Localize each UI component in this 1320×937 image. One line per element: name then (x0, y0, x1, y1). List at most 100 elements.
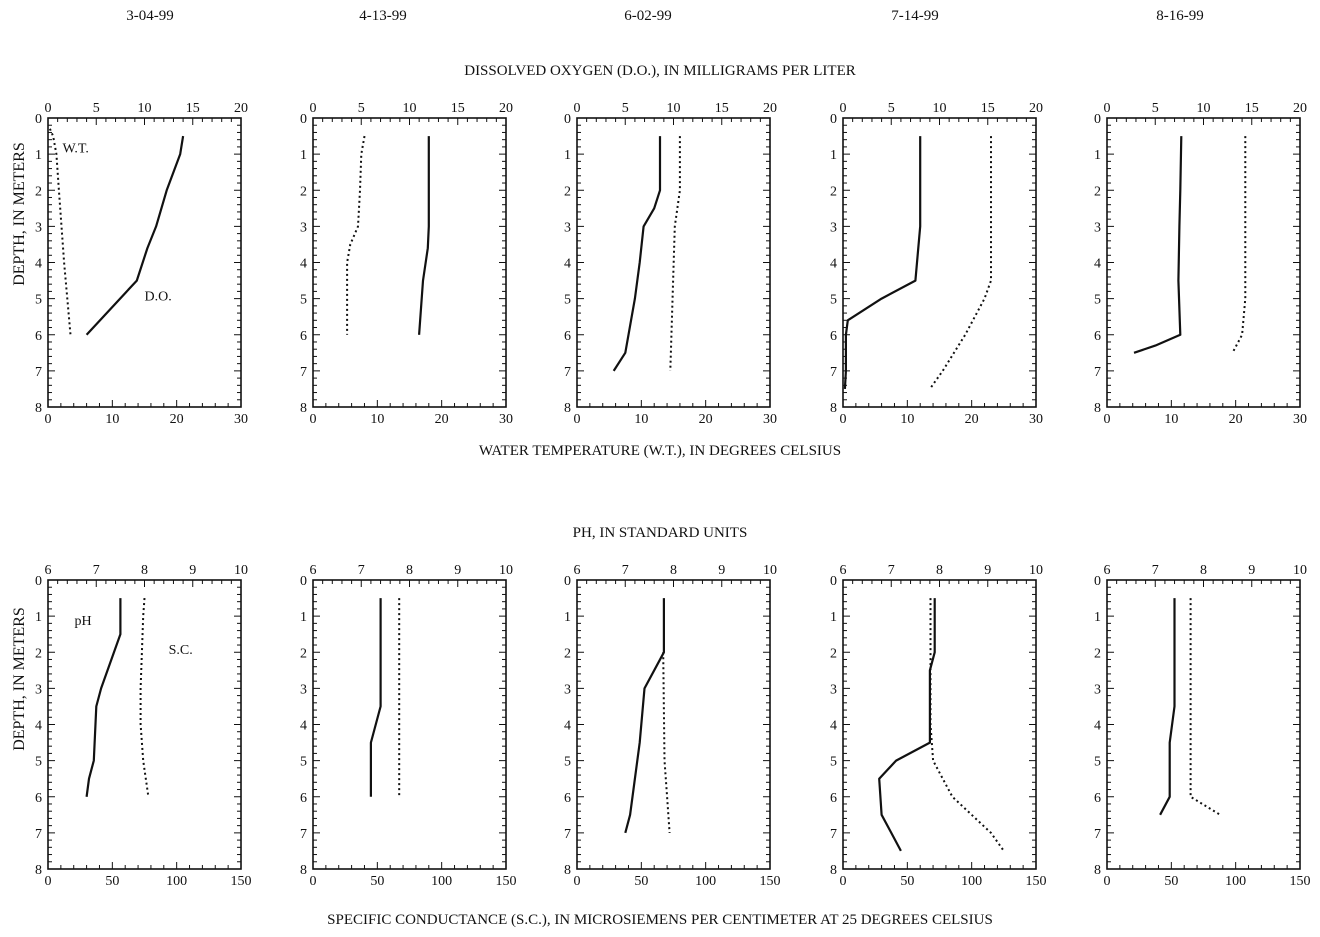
top-axis-tick-label: 10 (1029, 563, 1043, 578)
depth-tick-label: 7 (830, 827, 837, 842)
depth-tick-label: 4 (300, 257, 307, 272)
top-axis-tick-label: 5 (888, 101, 895, 116)
water-temperature-line (929, 136, 992, 390)
depth-tick-label: 4 (1094, 257, 1101, 272)
bottom-axis-tick-label: 0 (1104, 874, 1111, 889)
water-temperature-line (346, 135, 366, 335)
plot-frame (312, 579, 507, 870)
depth-tick-label: 6 (300, 791, 307, 806)
top-axis-tick-label: 15 (981, 101, 995, 116)
top-axis-tick-label: 15 (1245, 101, 1259, 116)
top-axis-tick-label: 15 (451, 101, 465, 116)
depth-tick-label: 8 (1094, 863, 1101, 878)
bottom-axis-tick-label: 30 (763, 412, 777, 427)
depth-tick-label: 8 (830, 401, 837, 416)
top-axis-tick-label: 7 (888, 563, 895, 578)
depth-tick-label: 5 (564, 293, 571, 308)
plot-frame (842, 579, 1037, 870)
depth-tick-label: 8 (35, 863, 42, 878)
depth-tick-label: 6 (830, 791, 837, 806)
bottom-axis-tick-label: 0 (45, 412, 52, 427)
depth-tick-label: 4 (35, 257, 42, 272)
specific-conductance-line (662, 652, 671, 833)
bottom-axis-tick-label: 0 (310, 412, 317, 427)
top-axis-tick-label: 10 (499, 563, 513, 578)
date-header: 8-16-99 (1156, 8, 1204, 24)
depth-tick-label: 3 (1094, 220, 1101, 235)
bottom-axis-tick-label: 30 (499, 412, 513, 427)
depth-tick-label: 1 (1094, 148, 1101, 163)
dissolved-oxygen-line (418, 136, 430, 335)
depth-tick-label: 1 (564, 610, 571, 625)
bottom-axis-tick-label: 150 (496, 874, 517, 889)
series-annotation: S.C. (169, 643, 193, 658)
sc-axis-title: SPECIFIC CONDUCTANCE (S.C.), IN MICROSIE… (327, 912, 993, 928)
depth-tick-label: 1 (564, 148, 571, 163)
bottom-axis-tick-label: 150 (231, 874, 252, 889)
bottom-axis-tick-label: 30 (234, 412, 248, 427)
depth-tick-label: 4 (830, 719, 837, 734)
top-axis-tick-label: 0 (45, 101, 52, 116)
depth-tick-label: 8 (300, 401, 307, 416)
depth-tick-label: 8 (564, 863, 571, 878)
bottom-axis-tick-label: 10 (1164, 412, 1178, 427)
depth-tick-label: 5 (564, 755, 571, 770)
plot-frame (1106, 117, 1301, 408)
depth-tick-label: 0 (35, 574, 42, 589)
depth-tick-label: 8 (830, 863, 837, 878)
bottom-axis-tick-label: 0 (574, 412, 581, 427)
top-axis-tick-label: 5 (358, 101, 365, 116)
depth-tick-label: 3 (830, 682, 837, 697)
top-axis-tick-label: 9 (718, 563, 725, 578)
depth-tick-label: 0 (1094, 112, 1101, 127)
top-axis-tick-label: 0 (840, 101, 847, 116)
dissolved-oxygen-line (85, 135, 185, 336)
depth-tick-label: 7 (1094, 365, 1101, 380)
depth-tick-label: 4 (300, 719, 307, 734)
top-axis-tick-label: 20 (234, 101, 248, 116)
top-axis-tick-label: 7 (93, 563, 100, 578)
depth-tick-label: 3 (564, 682, 571, 697)
depth-tick-label: 3 (1094, 682, 1101, 697)
depth-tick-label: 5 (1094, 293, 1101, 308)
bottom-axis-tick-label: 100 (1225, 874, 1246, 889)
depth-tick-label: 7 (35, 827, 42, 842)
top-axis-tick-label: 10 (1197, 101, 1211, 116)
depth-tick-label: 5 (300, 293, 307, 308)
depth-tick-label: 0 (564, 574, 571, 589)
top-axis-tick-label: 0 (574, 101, 581, 116)
top-axis-tick-label: 7 (1152, 563, 1159, 578)
depth-tick-label: 3 (564, 220, 571, 235)
depth-tick-label: 1 (300, 148, 307, 163)
bottom-axis-tick-label: 100 (166, 874, 187, 889)
depth-tick-label: 6 (35, 329, 42, 344)
depth-tick-label: 0 (1094, 574, 1101, 589)
top-axis-tick-label: 10 (667, 101, 681, 116)
bottom-axis-tick-label: 50 (1164, 874, 1178, 889)
depth-tick-label: 6 (1094, 329, 1101, 344)
depth-tick-label: 0 (830, 112, 837, 127)
bottom-axis-tick-label: 0 (840, 412, 847, 427)
bottom-axis-tick-label: 100 (961, 874, 982, 889)
depth-tick-label: 4 (830, 257, 837, 272)
top-axis-tick-label: 6 (1104, 563, 1111, 578)
date-header: 3-04-99 (126, 8, 174, 24)
water-temperature-line (1231, 136, 1247, 354)
plot-frame (312, 117, 507, 408)
top-axis-tick-label: 9 (1248, 563, 1255, 578)
depth-tick-label: 7 (1094, 827, 1101, 842)
top-axis-tick-label: 8 (936, 563, 943, 578)
specific-conductance-line (929, 598, 1005, 852)
bottom-axis-tick-label: 30 (1029, 412, 1043, 427)
depth-tick-label: 2 (830, 646, 837, 661)
bottom-axis-tick-label: 20 (965, 412, 979, 427)
top-axis-tick-label: 20 (499, 101, 513, 116)
depth-tick-label: 8 (300, 863, 307, 878)
depth-tick-label: 7 (35, 365, 42, 380)
bottom-axis-tick-label: 10 (900, 412, 914, 427)
bottom-axis-tick-label: 20 (170, 412, 184, 427)
depth-tick-label: 6 (564, 329, 571, 344)
depth-tick-label: 7 (564, 827, 571, 842)
depth-tick-label: 2 (300, 646, 307, 661)
